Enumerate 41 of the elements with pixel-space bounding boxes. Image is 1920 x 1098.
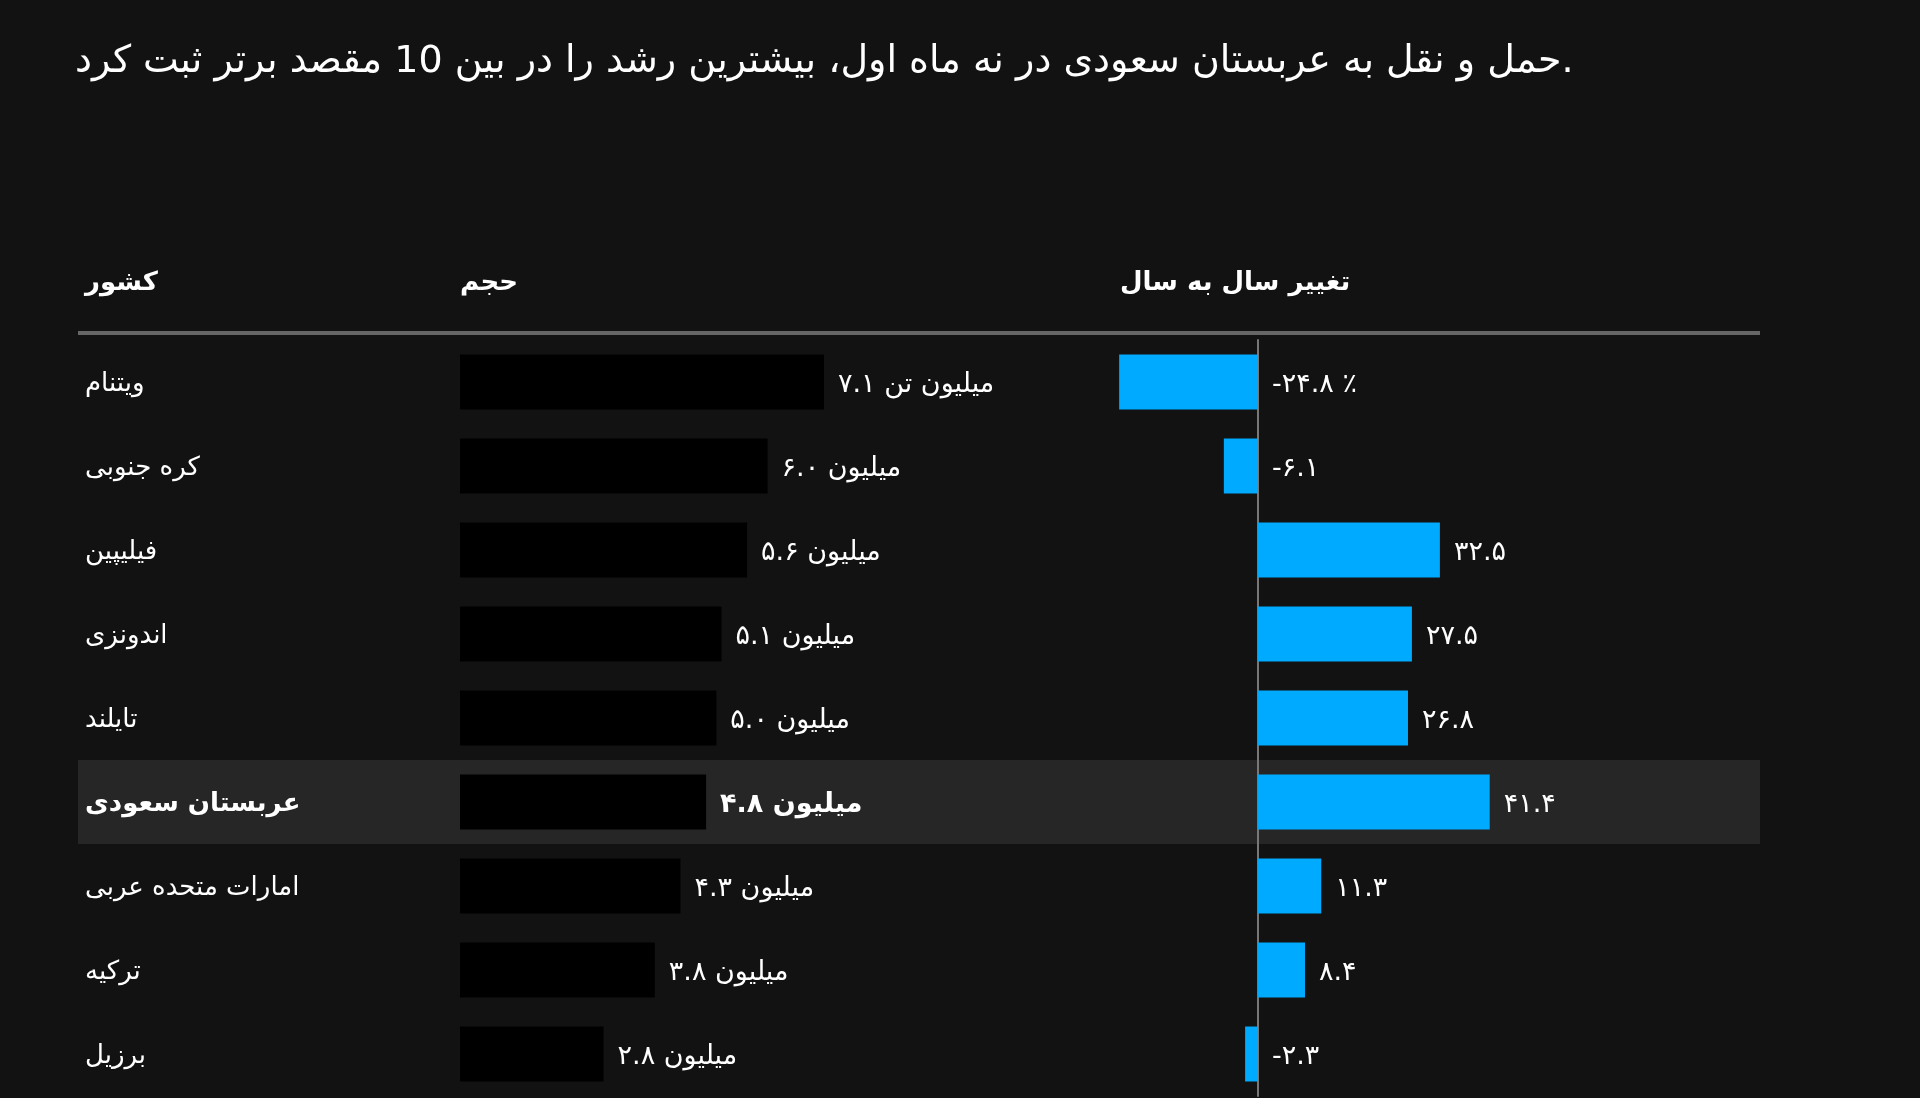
y-tick-label: تایلند — [85, 703, 138, 733]
y-axis-title: کشور — [83, 266, 159, 297]
chart-title: حمل و نقل به عربستان سعودی در نه ماه اول، بیشترین رشد را در بین 10 مقصد برتر ثبت کرد. — [75, 37, 1574, 82]
data-label: ۲۶.۸ — [1421, 702, 1475, 734]
data-label: ۲۷.۵ — [1425, 618, 1478, 650]
y-tick-label: ویتنام — [85, 367, 145, 398]
x-axis-title: تغییر سال به سال — [1120, 266, 1351, 297]
data-label: ۸.۴ — [1318, 954, 1357, 986]
data-label: -۶.۱ — [1271, 450, 1320, 482]
data-label: -۲.۳ — [1271, 1038, 1320, 1070]
bar — [1119, 354, 1258, 410]
data-label: ۳۲.۵ — [1453, 534, 1506, 566]
bar — [460, 774, 707, 830]
data-label: ۴.۳ میلیون — [694, 870, 815, 903]
bar — [1257, 690, 1408, 746]
y-tick-label: فیلیپین — [85, 535, 158, 566]
data-label: ۲.۸ میلیون — [617, 1038, 738, 1071]
bar — [1245, 1026, 1258, 1082]
y-tick-label: عربستان سعودی — [85, 787, 301, 818]
data-label: ۶.۰ میلیون — [781, 450, 902, 483]
bar — [1257, 942, 1305, 998]
data-label: ۴۱.۴ — [1503, 786, 1556, 818]
y-tick-label: کره جنوبی — [85, 451, 201, 482]
bar — [1257, 858, 1322, 914]
y-tick-label: امارات متحده عربی — [85, 871, 300, 902]
bar — [1257, 606, 1412, 662]
data-label: ۵.۱ میلیون — [735, 618, 856, 651]
data-label: -۲۴.۸ ٪ — [1271, 366, 1357, 398]
data-label: ۷.۱ میلیون تن — [838, 366, 995, 399]
y-tick-label: اندونزی — [85, 619, 168, 650]
data-label: ۵.۰ میلیون — [730, 702, 850, 735]
bar — [1257, 774, 1490, 830]
data-label: ۵.۶ میلیون — [761, 534, 881, 567]
x-axis-title: حجم — [460, 266, 518, 296]
y-tick-label: ترکیه — [85, 955, 141, 986]
data-label: ۴.۸ میلیون — [720, 786, 863, 819]
y-tick-label: برزیل — [85, 1039, 147, 1070]
bar — [1257, 522, 1440, 578]
bar — [1223, 438, 1258, 494]
data-label: ۳.۸ میلیون — [668, 954, 789, 987]
data-label: ۱۱.۳ — [1335, 870, 1388, 902]
